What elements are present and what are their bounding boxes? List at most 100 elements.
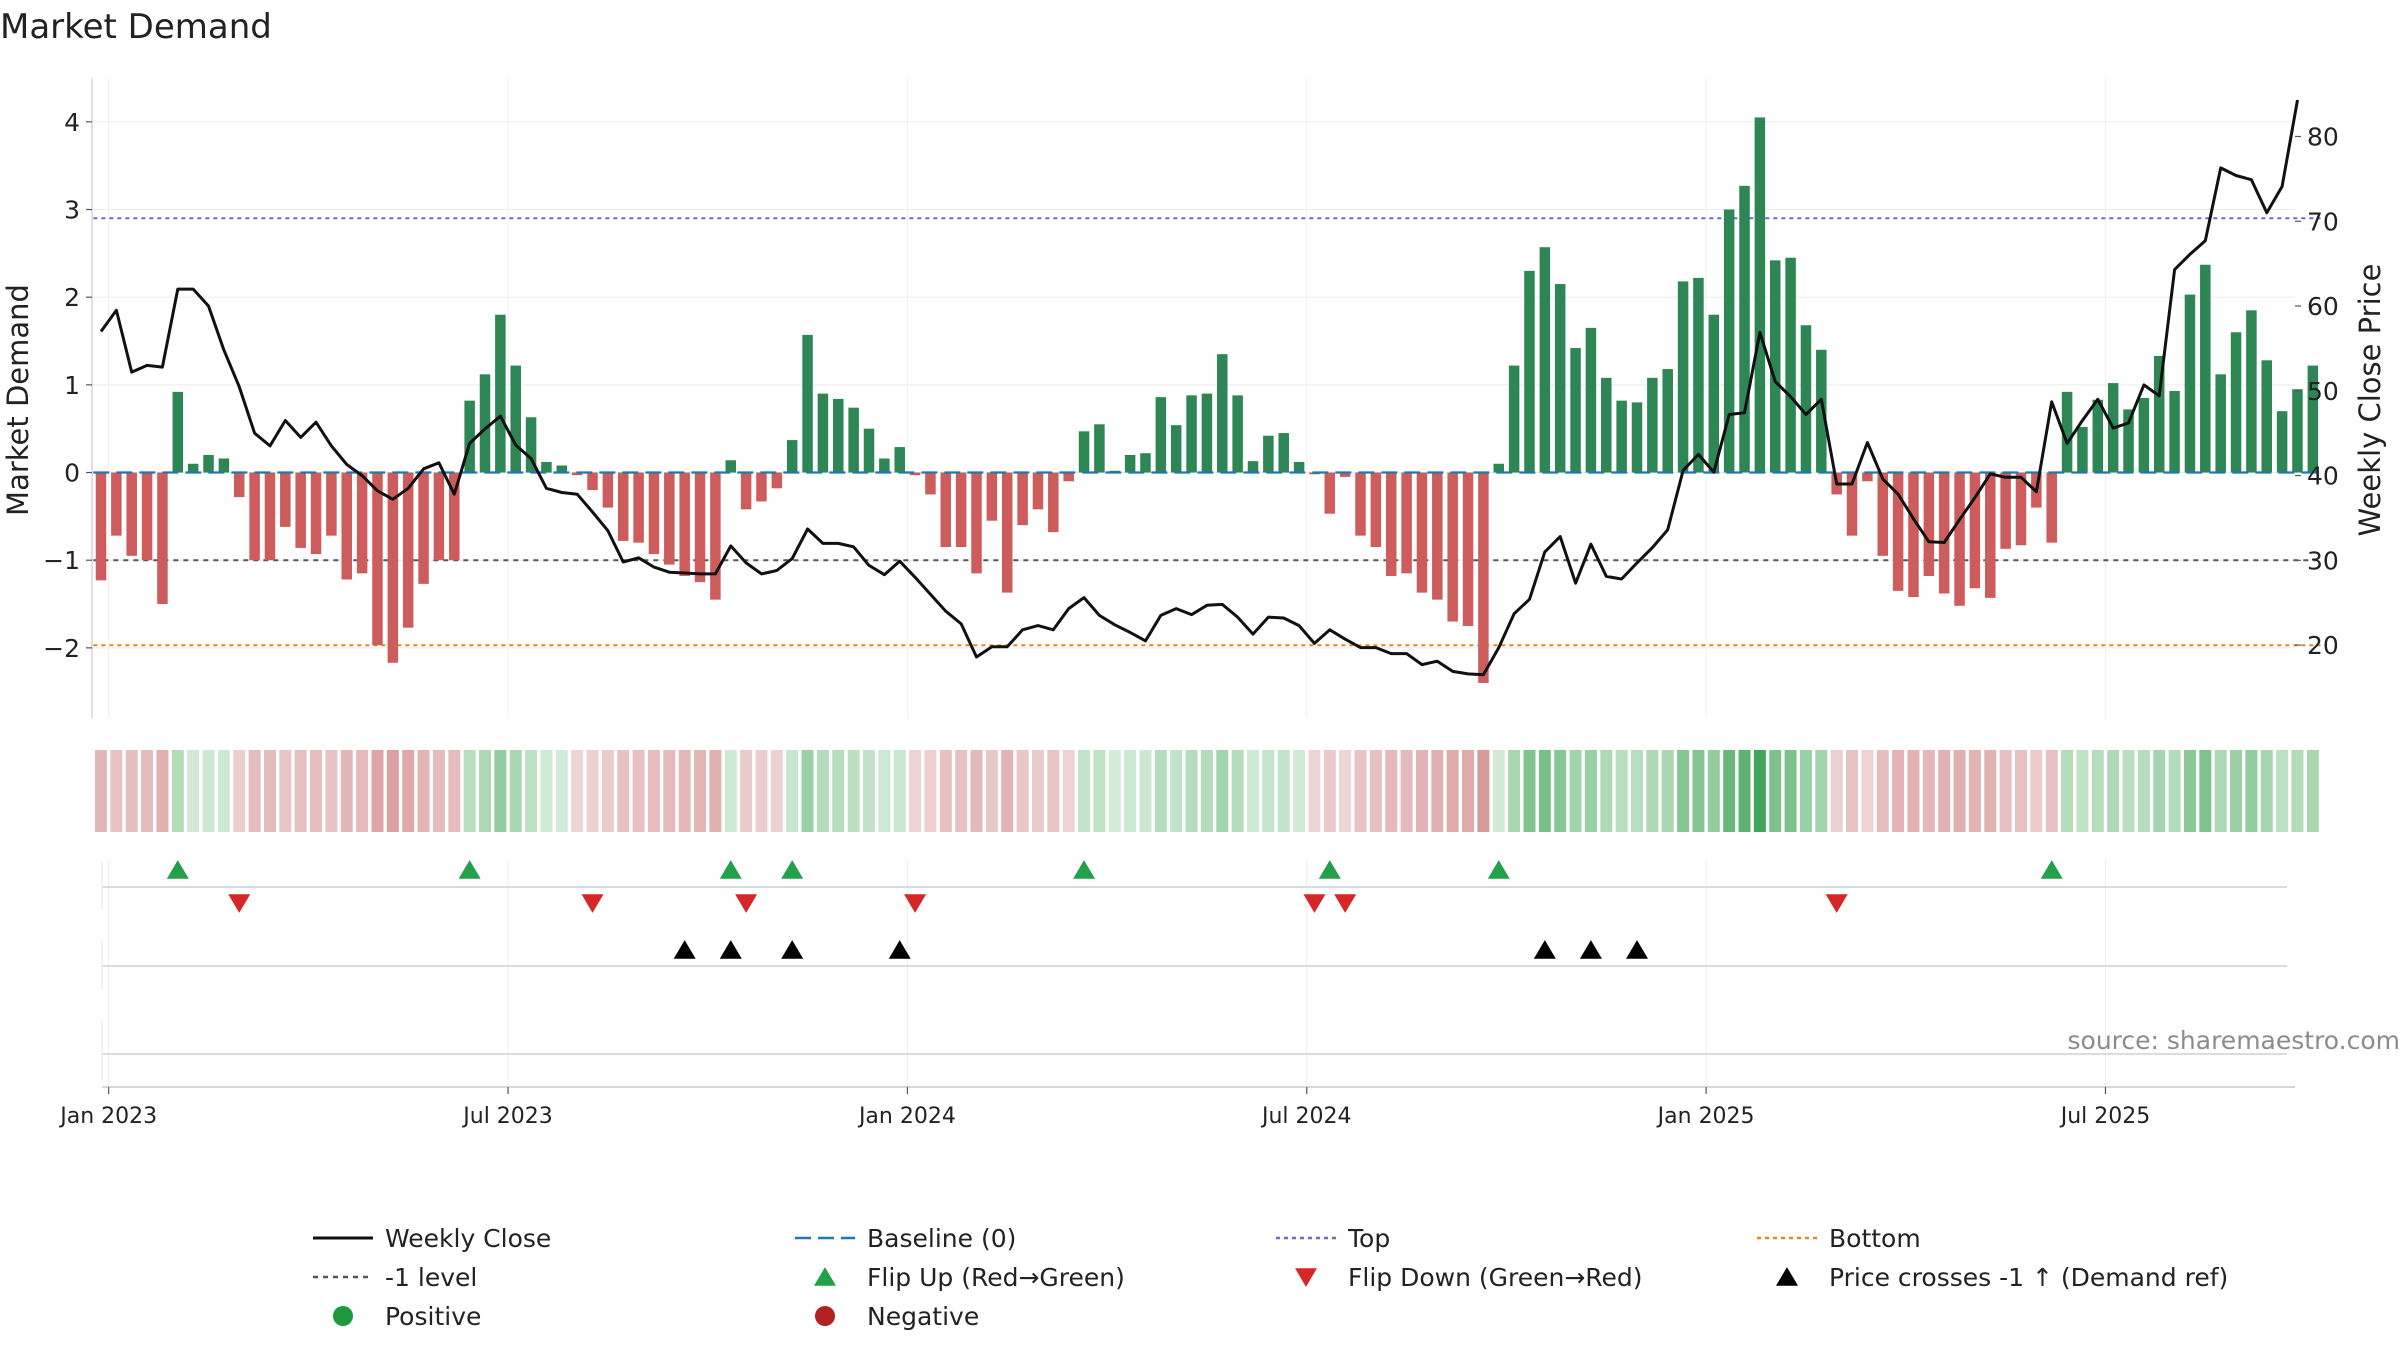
heatmap-cell [1554, 750, 1567, 832]
heatmap-cell [1277, 750, 1290, 832]
heatmap-cell [647, 750, 660, 832]
demand-bar-positive [1293, 462, 1305, 473]
left-tick-label: 2 [64, 283, 80, 312]
heatmap-cell [2245, 750, 2258, 832]
heatmap-cell [1615, 750, 1628, 832]
heatmap-cell [233, 750, 246, 832]
heatmap-cell [1968, 750, 1981, 832]
demand-bar-negative [2015, 472, 2027, 546]
heatmap-cell [1631, 750, 1643, 832]
demand-bar-positive [1585, 327, 1597, 473]
demand-bar-positive [1723, 209, 1735, 473]
demand-bar-positive [1078, 431, 1090, 473]
flip-up-marker [1487, 860, 1510, 879]
heatmap-cell [310, 750, 323, 832]
demand-bar-negative [710, 472, 721, 600]
heatmap-cell [2061, 750, 2074, 832]
demand-bar-negative [433, 472, 445, 561]
demand-bar-negative [617, 472, 629, 541]
heatmap-cell [371, 750, 384, 832]
legend-item-minus-one: -1 level [313, 1263, 477, 1292]
price-cross-marker [719, 940, 742, 959]
chart-title: Market Demand [0, 7, 272, 47]
demand-bar-positive [1662, 369, 1673, 473]
x-tick-label: Jan 2024 [857, 1104, 956, 1129]
heatmap-cell [632, 750, 645, 832]
heatmap-cell [2306, 750, 2319, 832]
right-tick-label: 20 [2307, 631, 2339, 660]
heatmap-cell [525, 750, 538, 832]
flip-up-marker [2040, 860, 2063, 879]
heatmap-cell [494, 750, 507, 832]
demand-bar-negative [940, 472, 952, 548]
demand-bar-negative [679, 472, 690, 576]
heatmap-cell [816, 750, 829, 832]
heatmap-cell [939, 750, 952, 832]
heatmap-cell [1784, 750, 1797, 832]
demand-bar-negative [1969, 472, 1981, 589]
demand-bar-negative [694, 472, 706, 583]
price-cross-marker [673, 940, 696, 959]
flip-up-marker [1073, 860, 1096, 879]
flip-down-marker [228, 894, 251, 913]
price-cross-marker [1579, 940, 1602, 959]
demand-bar-positive [510, 365, 521, 473]
demand-bar-positive [2246, 310, 2257, 473]
demand-bar-negative [1017, 472, 1028, 526]
demand-bar-negative [756, 472, 767, 502]
heatmap-cell [1707, 750, 1720, 832]
heatmap-cell [801, 750, 814, 832]
demand-bar-positive [2307, 365, 2319, 473]
demand-bar-negative [1339, 472, 1351, 477]
demand-bar-positive [2061, 391, 2073, 473]
heatmap-cell [1170, 750, 1183, 832]
heatmap-cell [1892, 750, 1905, 832]
heatmap-cell [1738, 750, 1751, 832]
demand-bar-negative [925, 472, 936, 495]
demand-bar-negative [633, 472, 644, 543]
price-cross-marker [888, 940, 911, 959]
heatmap-cell [863, 750, 875, 832]
demand-bar-positive [2077, 426, 2088, 473]
demand-bar-positive [495, 314, 506, 473]
flip-down-marker [904, 894, 927, 913]
legend-swatch-positive [333, 1306, 353, 1326]
demand-bar-positive [725, 460, 737, 473]
demand-bar-positive [203, 454, 214, 473]
source-credit: source: sharemaestro.com [2068, 1026, 2400, 1055]
heatmap-cell [202, 750, 215, 832]
heatmap-cell [325, 750, 338, 832]
heatmap-cell [2122, 750, 2135, 832]
heatmap-cell [1830, 750, 1843, 832]
demand-bar-positive [1816, 349, 1827, 473]
heatmap-cell [909, 750, 922, 832]
demand-bar-positive [525, 417, 537, 473]
demand-bar-negative [571, 472, 583, 476]
demand-bar-positive [464, 400, 475, 473]
heatmap-cell [1108, 750, 1121, 832]
legend-label: Flip Down (Green→Red) [1348, 1263, 1643, 1292]
demand-bar-positive [218, 458, 230, 473]
left-axis-label: Market Demand [1, 284, 35, 516]
demand-bar-positive [786, 440, 798, 473]
flip-up-marker [781, 860, 804, 879]
heatmap-cell [1600, 750, 1613, 832]
heatmap-cell [1200, 750, 1213, 832]
left-tick-label: −2 [43, 634, 80, 663]
heatmap-cell [2030, 750, 2043, 832]
heatmap-cell [571, 750, 584, 832]
heatmap-cell [1262, 750, 1275, 832]
legend-label: Top [1347, 1224, 1390, 1253]
demand-bar-negative [1985, 472, 1996, 598]
demand-bar-negative [372, 472, 383, 646]
legend-label: Bottom [1829, 1224, 1921, 1253]
demand-bar-negative [971, 472, 982, 574]
demand-bar-positive [2153, 355, 2165, 473]
demand-bar-positive [187, 463, 199, 473]
legend-item-price-cross: Price crosses -1 ↑ (Demand ref) [1776, 1263, 2228, 1292]
heatmap-cell [678, 750, 691, 832]
weekly-close-series [93, 99, 2321, 677]
heatmap-cell [1446, 750, 1459, 832]
heatmap-cell [1308, 750, 1321, 832]
demand-bar-positive [1769, 260, 1781, 473]
